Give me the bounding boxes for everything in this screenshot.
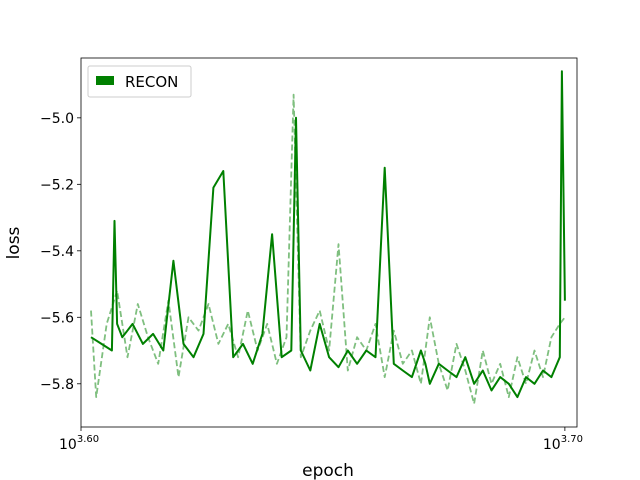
y-tick-label-4: −5.8 xyxy=(40,377,74,393)
y-tick-label-2: −5.4 xyxy=(40,244,74,260)
series-line-0 xyxy=(90,70,566,399)
plot-frame xyxy=(80,57,578,428)
x-tick-label-0: 103.60 xyxy=(59,434,99,453)
x-axis-label: epoch xyxy=(302,461,354,480)
y-tick-label-1: −5.2 xyxy=(40,177,74,193)
legend: RECON xyxy=(87,65,192,98)
y-tick-label-3: −5.6 xyxy=(40,310,74,326)
series-line-1 xyxy=(90,93,566,405)
legend-swatch-recon xyxy=(96,76,114,85)
series-lines xyxy=(90,70,566,405)
x-tick-label-1: 103.70 xyxy=(543,434,583,453)
y-axis-ticks: −5.0 −5.2 −5.4 −5.6 −5.8 xyxy=(40,111,81,393)
legend-box xyxy=(87,65,192,98)
y-axis-label: loss xyxy=(4,226,24,259)
y-tick-label-0: −5.0 xyxy=(40,111,74,127)
x-axis-ticks: 103.60 103.70 xyxy=(59,427,583,453)
legend-label-recon: RECON xyxy=(125,73,178,91)
